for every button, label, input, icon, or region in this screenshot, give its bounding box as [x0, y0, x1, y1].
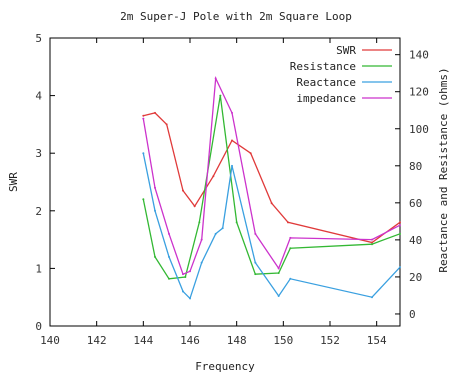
ticks-layer: 140 142 144 146 148 150 152 154 0 1 2 3 4 5 0 20 40 60 80 1…	[35, 32, 429, 347]
data-point-swr	[371, 241, 373, 244]
data-point-reactance	[371, 296, 373, 299]
data-point-resistance	[277, 272, 280, 275]
data-point-resistance	[289, 247, 292, 250]
y-tick-label: 3	[35, 147, 42, 160]
x-tick-label: 150	[273, 334, 293, 347]
data-point-swr	[165, 123, 168, 126]
y-tick-label: 4	[35, 90, 42, 103]
data-point-resistance	[399, 232, 401, 235]
data-point-impedance	[200, 238, 203, 241]
chart-title: 2m Super-J Pole with 2m Square Loop	[120, 10, 352, 23]
data-point-resistance	[235, 221, 238, 224]
data-point-reactance	[231, 164, 233, 167]
y2-tick-label: 140	[409, 49, 429, 62]
series-layer	[142, 75, 401, 300]
y-tick-label: 0	[35, 320, 42, 333]
y-tick-label: 5	[35, 32, 42, 45]
x-tick-label: 152	[320, 334, 340, 347]
data-point-reactance	[200, 261, 203, 264]
data-point-impedance	[189, 270, 191, 273]
legend-label-swr: SWR	[336, 44, 356, 57]
data-point-impedance	[182, 273, 184, 276]
y2-tick-label: 40	[409, 234, 422, 247]
series-line-resistance	[142, 95, 401, 280]
data-point-swr	[154, 111, 156, 114]
data-point-swr	[231, 139, 233, 142]
plot-area-frame	[49, 37, 401, 327]
data-point-swr	[249, 152, 252, 155]
x-tick-label: 146	[180, 334, 200, 347]
y-tick-label: 2	[35, 205, 42, 218]
legend-label-impedance: impedance	[296, 92, 356, 105]
data-point-resistance	[168, 277, 170, 280]
data-point-reactance	[254, 261, 257, 264]
data-point-resistance	[371, 243, 373, 246]
y2-tick-label: 60	[409, 197, 422, 210]
legend-label-reactance: Reactance	[296, 76, 356, 89]
y-axis-title: SWR	[7, 172, 20, 192]
y2-tick-label: 100	[409, 123, 429, 136]
data-point-impedance	[154, 186, 156, 189]
data-point-impedance	[254, 232, 257, 235]
series-line-swr	[143, 112, 401, 244]
data-point-impedance	[142, 117, 145, 120]
data-point-reactance	[182, 290, 184, 293]
data-point-swr	[193, 205, 196, 208]
data-point-impedance	[289, 236, 292, 239]
y2-tick-label: 120	[409, 86, 429, 99]
y2-tick-label: 0	[409, 308, 416, 321]
y2-tick-label: 20	[409, 271, 422, 284]
data-point-swr	[182, 189, 184, 192]
data-point-reactance	[154, 209, 156, 212]
data-point-impedance	[277, 267, 280, 270]
x-tick-label: 144	[133, 334, 153, 347]
data-point-reactance	[277, 295, 280, 298]
x-tick-label: 140	[40, 334, 60, 347]
data-point-impedance	[214, 77, 217, 80]
series-line-reactance	[142, 153, 401, 300]
y2-axis-title: Reactance and Resistance (ohms)	[437, 67, 450, 272]
data-point-reactance	[189, 297, 191, 300]
legend: SWR Resistance Reactance impedance	[290, 44, 392, 105]
y-tick-label: 1	[35, 262, 42, 275]
data-point-reactance	[399, 266, 401, 269]
data-point-swr	[287, 221, 289, 224]
data-point-reactance	[214, 232, 217, 235]
data-point-reactance	[221, 227, 224, 230]
data-point-swr	[212, 175, 215, 178]
data-point-resistance	[198, 221, 201, 224]
data-point-resistance	[254, 273, 257, 276]
data-point-reactance	[289, 277, 292, 280]
data-point-impedance	[231, 111, 233, 114]
x-tick-label: 154	[367, 334, 387, 347]
data-point-reactance	[168, 255, 170, 258]
y2-tick-label: 80	[409, 160, 422, 173]
data-point-swr	[142, 114, 145, 117]
data-point-swr	[270, 202, 273, 205]
data-point-impedance	[168, 232, 170, 235]
legend-label-resistance: Resistance	[290, 60, 356, 73]
data-point-resistance	[184, 276, 187, 279]
x-tick-label: 142	[87, 334, 107, 347]
data-point-resistance	[154, 255, 156, 258]
data-point-swr	[399, 221, 401, 224]
data-point-resistance	[219, 94, 222, 97]
data-point-impedance	[399, 224, 401, 227]
x-tick-label: 148	[227, 334, 247, 347]
data-point-resistance	[142, 198, 145, 201]
data-point-reactance	[142, 152, 145, 155]
x-axis-title: Frequency	[195, 360, 255, 373]
data-point-impedance	[371, 238, 373, 241]
